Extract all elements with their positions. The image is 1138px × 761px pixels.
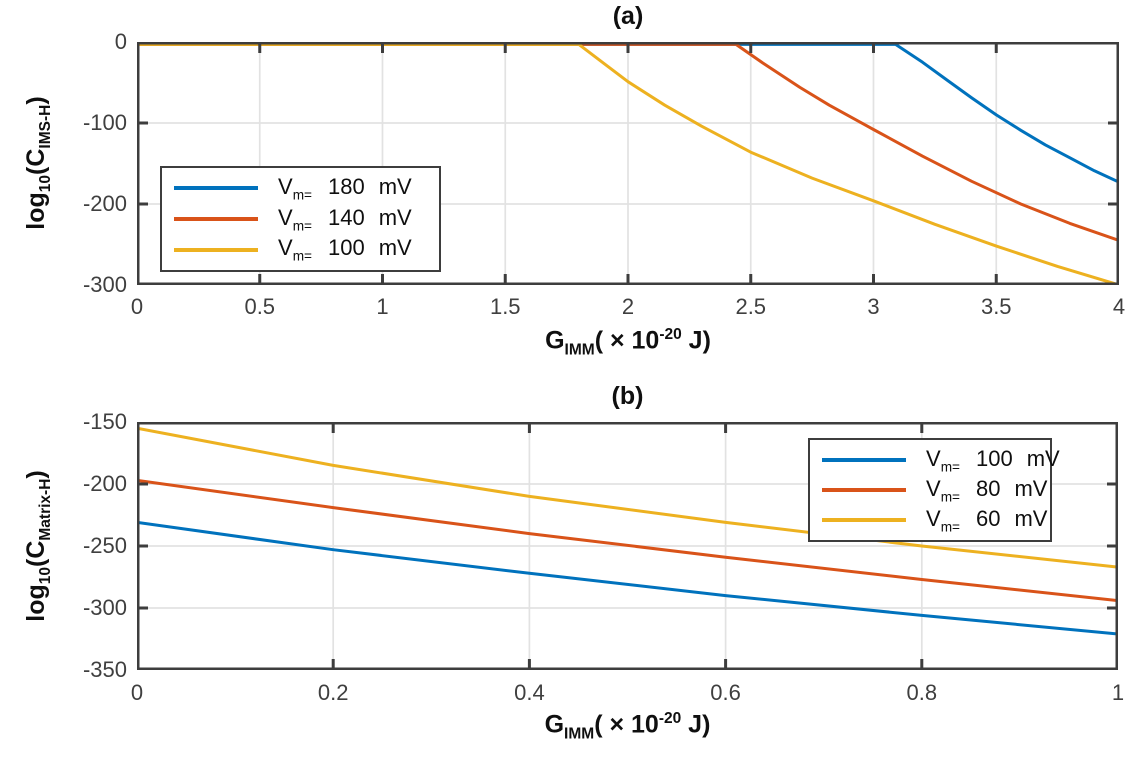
y-tick-label: 0 bbox=[114, 29, 127, 54]
y-tick-label: -200 bbox=[82, 471, 127, 496]
x-tick-label: 2 bbox=[621, 294, 635, 319]
x-tick-label: 0 bbox=[130, 294, 144, 319]
panel-b-plot-area bbox=[137, 422, 1118, 670]
x-tick-label: 1 bbox=[1111, 680, 1125, 705]
x-tick-label: 2.5 bbox=[735, 294, 767, 319]
legend-item: Vm= 180 mV bbox=[170, 174, 431, 203]
x-tick-label: 0.4 bbox=[514, 680, 545, 705]
legend-item: Vm= 60 mV bbox=[818, 506, 1047, 534]
legend-item-label: Vm= 80 mV bbox=[926, 475, 1048, 505]
legend-item-label: Vm= 100 mV bbox=[926, 445, 1060, 475]
panel-b-xlabel: GIMM( × 10-20 J) bbox=[544, 710, 711, 743]
y-tick-label: -350 bbox=[82, 657, 127, 682]
legend-item: Vm= 100 mV bbox=[170, 235, 431, 264]
legend-line-sample bbox=[822, 517, 906, 522]
x-tick-label: 0 bbox=[130, 680, 144, 705]
panel-a-ylabel: log10(CIMS-H) bbox=[22, 96, 54, 230]
legend-item-label: Vm= 140 mV bbox=[278, 204, 412, 234]
legend-item-label: Vm= 180 mV bbox=[278, 174, 412, 203]
x-tick-label: 4 bbox=[1112, 294, 1126, 319]
legend-item: Vm= 140 mV bbox=[170, 205, 431, 233]
panel-b-ylabel: log10(CMatrix-H) bbox=[22, 470, 54, 622]
legend-line-sample bbox=[174, 216, 258, 221]
legend-line-sample bbox=[822, 487, 906, 492]
panel-a-xlabel: GIMM( × 10-20 J) bbox=[545, 326, 711, 359]
legend-item: Vm= 100 mV bbox=[818, 446, 1060, 474]
panel-b-legend: Vm= 100 mV Vm= 80 mV Vm= 60 mV bbox=[808, 438, 1060, 542]
legend-line-sample bbox=[174, 247, 258, 252]
panel-b-title: (b) bbox=[611, 382, 644, 410]
y-tick-label: -100 bbox=[82, 110, 127, 135]
panel-a-plot-area bbox=[137, 42, 1119, 285]
x-tick-label: 3 bbox=[867, 294, 880, 319]
x-tick-label: 1 bbox=[376, 294, 389, 319]
panel-a-legend: Vm= 180 mV Vm= 140 mV Vm= 100 mV bbox=[160, 166, 441, 272]
legend-item-label: Vm= 100 mV bbox=[278, 235, 412, 264]
legend-line-sample bbox=[174, 186, 258, 191]
panel-a-title: (a) bbox=[612, 2, 644, 30]
x-tick-label: 3.5 bbox=[980, 294, 1012, 319]
x-tick-label: 0.5 bbox=[244, 294, 276, 319]
legend-item: Vm= 80 mV bbox=[818, 476, 1047, 504]
x-tick-label: 0.2 bbox=[317, 680, 349, 705]
x-tick-label: 0.8 bbox=[906, 680, 938, 705]
x-tick-label: 1.5 bbox=[489, 294, 521, 319]
y-tick-label: -250 bbox=[82, 533, 127, 558]
legend-line-sample bbox=[822, 457, 906, 462]
x-tick-label: 0.6 bbox=[710, 680, 741, 705]
y-tick-label: -200 bbox=[82, 191, 127, 216]
y-tick-label: -150 bbox=[82, 409, 127, 434]
legend-item-label: Vm= 60 mV bbox=[926, 505, 1048, 535]
y-tick-label: -300 bbox=[82, 595, 127, 620]
y-tick-label: -300 bbox=[82, 272, 127, 297]
